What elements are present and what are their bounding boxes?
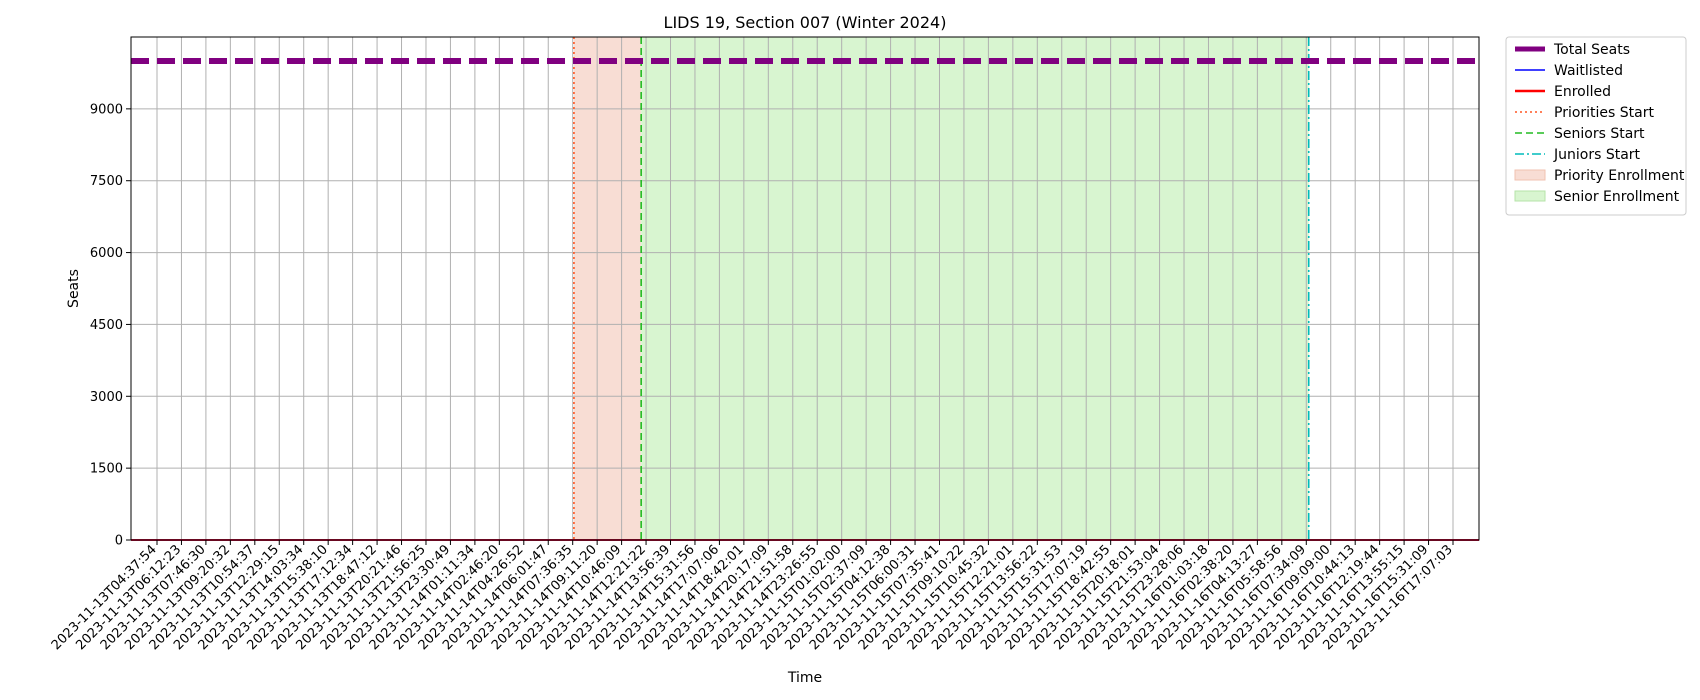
- plot-frame: [130, 36, 1480, 541]
- legend-label: Priority Enrollment: [1554, 168, 1685, 184]
- y-tick-label: 0: [115, 534, 123, 549]
- y-tick-label: 6000: [90, 246, 123, 261]
- y-tick-label: 7500: [90, 174, 123, 189]
- span-0: [573, 37, 642, 540]
- legend-label: Seniors Start: [1554, 126, 1645, 142]
- legend-label: Total Seats: [1553, 42, 1630, 58]
- y-tick-label: 9000: [90, 102, 123, 117]
- y-axis-label: Seats: [66, 269, 82, 308]
- legend-label: Waitlisted: [1554, 63, 1623, 79]
- y-tick-label: 4500: [90, 318, 123, 333]
- y-tick-label: 1500: [90, 462, 123, 477]
- legend-label: Priorities Start: [1554, 105, 1655, 121]
- legend-label: Juniors Start: [1553, 147, 1641, 163]
- legend-label: Senior Enrollment: [1554, 189, 1680, 205]
- chart-title: LIDS 19, Section 007 (Winter 2024): [664, 13, 947, 32]
- y-tick-label: 3000: [90, 390, 123, 405]
- span-1: [641, 37, 1309, 540]
- legend-swatch: [1514, 190, 1546, 202]
- x-axis-label: Time: [787, 670, 822, 686]
- legend-box: [1505, 36, 1687, 216]
- legend-swatch: [1514, 169, 1546, 181]
- legend-label: Enrolled: [1554, 84, 1611, 100]
